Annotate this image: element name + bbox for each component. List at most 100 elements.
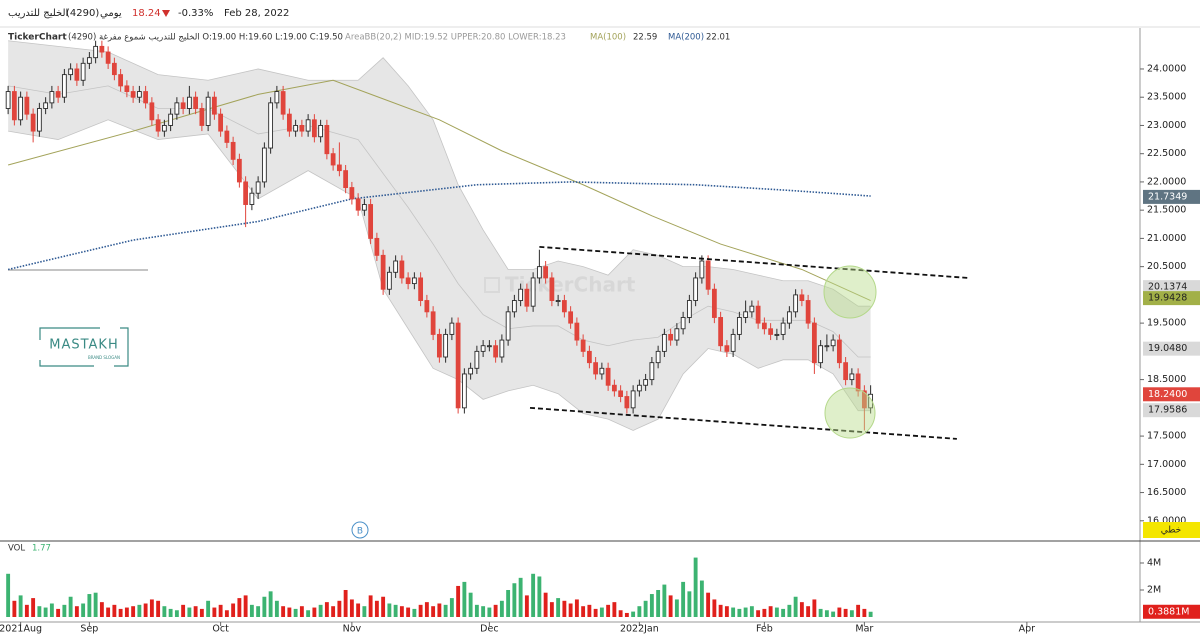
- volume-bar: [731, 607, 736, 617]
- candle-body: [455, 322, 461, 409]
- volume-bar: [49, 603, 54, 617]
- volume-bar: [306, 610, 311, 617]
- candle-body: [824, 345, 830, 348]
- volume-bar: [131, 606, 136, 617]
- volume-bar: [256, 606, 261, 617]
- volume-bar: [562, 600, 567, 617]
- y-tick-label: 23.5000: [1147, 92, 1186, 103]
- candle-body: [355, 198, 361, 211]
- watermark-icon: [484, 277, 500, 293]
- x-tick-label: Dec: [480, 624, 498, 635]
- volume-bar: [418, 604, 423, 617]
- event-marker[interactable]: B: [351, 521, 369, 539]
- y-tick-label: 16.5000: [1147, 487, 1186, 498]
- price-marker-label: 20.1374: [1148, 282, 1187, 293]
- candle-body: [624, 396, 630, 409]
- candle-body: [793, 294, 799, 313]
- candle-body: [843, 362, 849, 381]
- volume-bar: [524, 595, 529, 617]
- candle-body: [80, 62, 86, 81]
- volume-bar: [349, 599, 354, 617]
- volume-bar: [274, 600, 279, 617]
- y-tick-label: 19.5000: [1147, 318, 1186, 329]
- legend-description: الخليج للتدريب شموع مفرغة (4290) O:19.00…: [68, 33, 343, 43]
- volume-bar: [712, 599, 717, 617]
- candle-body: [749, 305, 755, 313]
- x-tick-label: 2022Jan: [620, 624, 659, 635]
- candle-body: [711, 288, 717, 318]
- axis-layer: 24.0000 23.5000 23.0000 22.5000 22.0000 21.50…: [0, 63, 1200, 635]
- volume-bar: [537, 576, 542, 617]
- candle-body: [93, 45, 99, 59]
- candle-body: [218, 113, 224, 132]
- volume-bar: [343, 589, 348, 617]
- candle-body: [249, 192, 255, 205]
- candle-body: [405, 277, 411, 285]
- volume-bar: [93, 592, 98, 617]
- volume-bar: [443, 604, 448, 617]
- candle-body: [118, 74, 124, 87]
- candle-body: [349, 187, 355, 200]
- volume-bar: [718, 604, 723, 617]
- price-marker: [1143, 387, 1200, 402]
- candle-body: [555, 300, 561, 302]
- volume-bar: [824, 610, 829, 617]
- volume-bar: [474, 604, 479, 617]
- volume-bar: [237, 598, 242, 617]
- legend-ma100: MA(100): [590, 33, 626, 43]
- candle-body: [411, 277, 417, 285]
- volume-bar: [118, 608, 123, 617]
- price-marker-label: 19.0480: [1148, 343, 1187, 354]
- candle-body: [374, 237, 380, 256]
- candle-body: [161, 124, 167, 132]
- volume-bar: [381, 596, 386, 617]
- y-tick-label: 17.5000: [1147, 431, 1186, 442]
- volume-bar: [299, 606, 304, 617]
- candle-body: [136, 91, 142, 98]
- candle-body: [336, 164, 342, 172]
- volume-bar: [162, 606, 167, 617]
- volume-bar: [87, 594, 92, 617]
- volume-bar: [424, 602, 429, 617]
- volume-bar: [481, 606, 486, 617]
- candle-body: [74, 68, 80, 81]
- volume-bar: [631, 611, 636, 617]
- price-marker: [1143, 189, 1200, 204]
- volume-bar: [168, 608, 173, 617]
- volume-bar: [287, 607, 292, 617]
- volume-bar: [218, 604, 223, 617]
- volume-bar: [862, 608, 867, 617]
- volume-bar: [393, 604, 398, 617]
- candle-body: [399, 260, 405, 279]
- volume-bar: [768, 606, 773, 617]
- volume-bar: [499, 600, 504, 617]
- volume-bar: [449, 598, 454, 617]
- volume-bar: [506, 589, 511, 617]
- candle-body: [199, 108, 205, 126]
- candle-body: [605, 367, 611, 386]
- candle-body: [143, 91, 149, 104]
- candle-body: [805, 300, 811, 324]
- candle-body: [430, 311, 436, 335]
- candle-body: [386, 271, 392, 290]
- volume-bar: [43, 607, 48, 617]
- volume-bar: [362, 606, 367, 617]
- candle-body: [149, 102, 155, 121]
- volume-bar: [487, 607, 492, 617]
- mode-button-label[interactable]: خطي: [1161, 526, 1181, 536]
- candle-body: [224, 130, 230, 143]
- event-marker-label[interactable]: B: [357, 527, 363, 537]
- watermark: TickerChart: [484, 273, 636, 297]
- candle-body: [530, 277, 536, 307]
- mode-button[interactable]: خطي: [1143, 522, 1200, 538]
- price-marker-label: 17.9586: [1148, 405, 1187, 416]
- volume-bar: [193, 606, 198, 617]
- x-tick-label: Oct: [212, 624, 229, 635]
- band-upper: [8, 40, 871, 307]
- x-tick-label: Nov: [343, 624, 362, 635]
- candle-body: [468, 367, 474, 375]
- volume-bar: [612, 602, 617, 617]
- logo-title: MASTAKH: [49, 338, 119, 353]
- mode-button-bg[interactable]: [1143, 522, 1200, 538]
- event-marker-circle[interactable]: [351, 521, 369, 539]
